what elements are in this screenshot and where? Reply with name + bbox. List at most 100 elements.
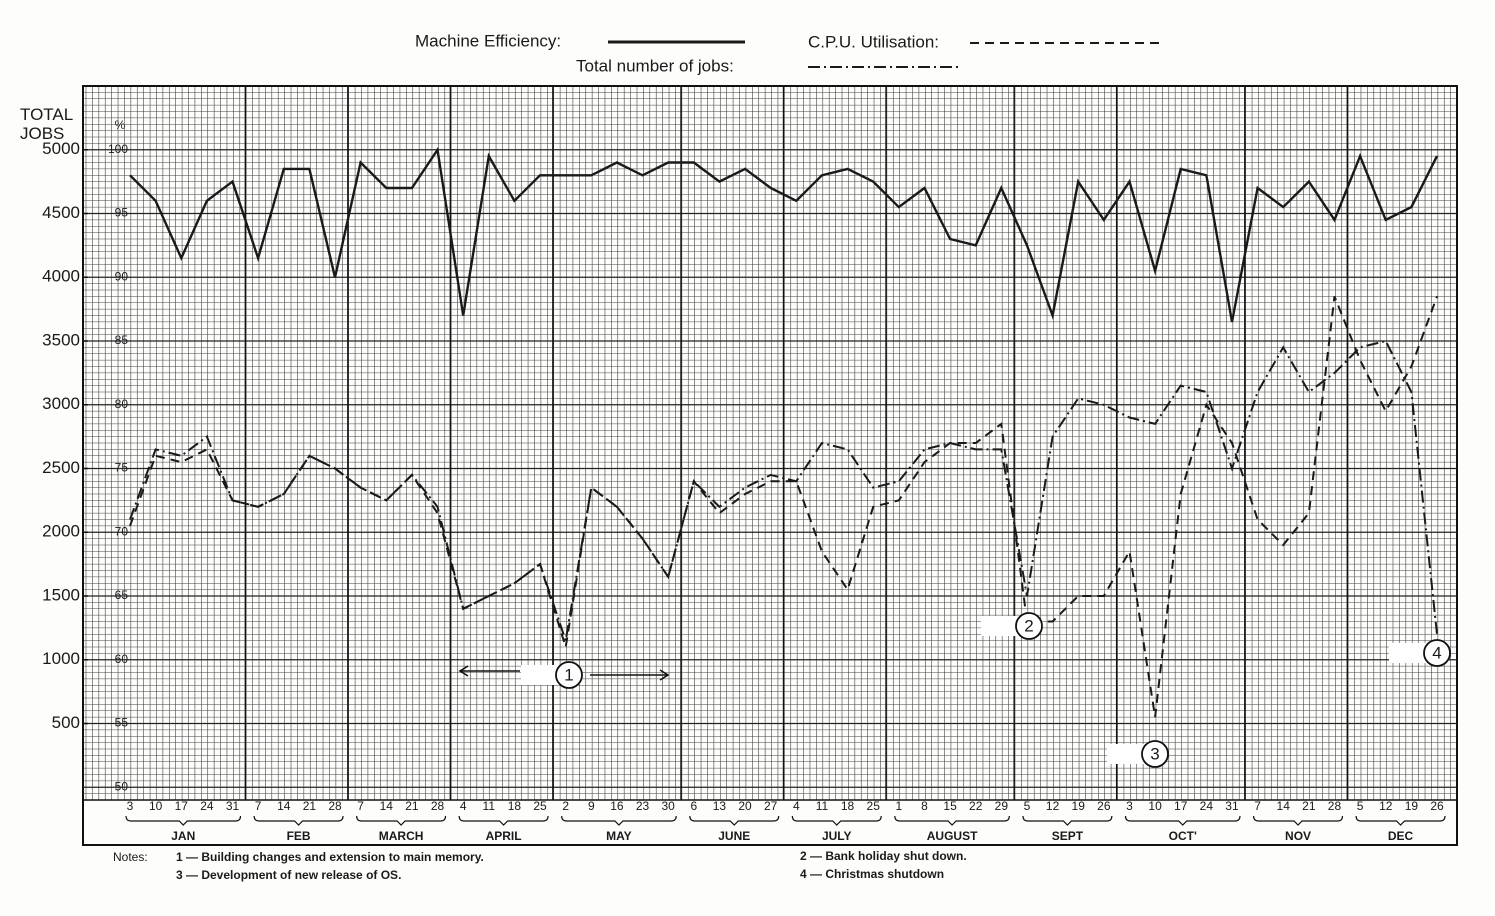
y-tick-label: 100 (108, 142, 128, 156)
x-tick-label: 11 (816, 799, 829, 813)
y-tick-label: 55 (115, 716, 129, 730)
x-tick-label: 7 (1254, 799, 1261, 813)
month-bracket (791, 815, 882, 826)
y-tick-label: 75 (115, 461, 129, 475)
y2-tick-label: 1500 (42, 585, 80, 604)
legend-label: Total number of jobs: (576, 56, 734, 75)
x-tick-label: 14 (380, 799, 394, 813)
x-tick-label: 10 (1148, 799, 1162, 813)
x-tick-label: 3 (1126, 799, 1133, 813)
month-label: AUGUST (927, 829, 978, 843)
annotation-label: 2 (1024, 616, 1033, 635)
x-tick-label: 31 (226, 799, 240, 813)
x-tick-label: 25 (867, 799, 881, 813)
x-tick-label: 14 (1277, 799, 1291, 813)
y-tick-label: 60 (115, 652, 129, 666)
x-tick-label: 15 (943, 799, 957, 813)
x-tick-label: 16 (610, 799, 624, 813)
x-tick-label: 9 (588, 799, 595, 813)
y-tick-label: 90 (115, 269, 129, 283)
x-tick-label: 5 (1357, 799, 1364, 813)
x-tick-label: 18 (508, 799, 522, 813)
month-bracket (561, 815, 677, 826)
x-tick-label: 19 (1405, 799, 1419, 813)
series-line (129, 146, 1439, 323)
y2-tick-label: 3500 (42, 330, 80, 349)
notes-label: Notes: (113, 850, 148, 864)
y2-tick-label: 5000 (42, 139, 80, 158)
y-tick-label: 50 (115, 779, 129, 793)
month-bracket (689, 815, 780, 826)
month-label: APRIL (486, 829, 522, 843)
note: 1 — Building changes and extension to ma… (176, 850, 484, 864)
x-tick-label: 18 (841, 799, 855, 813)
month-label: FEB (287, 829, 311, 843)
x-tick-label: 12 (1046, 799, 1060, 813)
annotation-label: 4 (1432, 643, 1441, 662)
plot-frame (82, 85, 1458, 846)
month-label: JULY (822, 829, 852, 843)
x-tick-label: 4 (460, 799, 467, 813)
month-bracket (125, 815, 242, 826)
y-tick-label: 95 (115, 206, 129, 220)
x-tick-label: 1 (895, 799, 902, 813)
x-tick-label: 30 (661, 799, 675, 813)
annotation-circle (555, 661, 583, 689)
month-bracket (894, 815, 1010, 826)
x-tick-label: 24 (200, 799, 214, 813)
x-tick-label: 27 (764, 799, 778, 813)
series-line (129, 339, 1438, 641)
x-tick-label: 22 (969, 799, 983, 813)
annotation-arrow (458, 665, 670, 681)
annotation-circle (1423, 639, 1451, 667)
x-tick-label: 11 (483, 799, 496, 813)
month-label: SEPT (1052, 829, 1084, 843)
x-tick-label: 7 (255, 799, 262, 813)
x-tick-label: 12 (1379, 799, 1393, 813)
x-tick-label: 23 (636, 799, 650, 813)
y2-tick-label: 2000 (42, 522, 80, 541)
y2-tick-label: 1000 (42, 649, 80, 668)
x-tick-label: 10 (149, 799, 163, 813)
legend-label: Machine Efficiency: (415, 31, 561, 50)
annotation-label: 3 (1150, 744, 1159, 763)
month-label: MAY (606, 829, 632, 843)
annotation-label: 1 (564, 665, 573, 684)
x-tick-label: 3 (127, 799, 134, 813)
note: 2 — Bank holiday shut down. (800, 849, 967, 863)
y2-tick-label: 4500 (42, 203, 80, 222)
month-label: OCT' (1169, 829, 1197, 843)
y-tick-label: 70 (115, 524, 129, 538)
month-label: MARCH (379, 829, 424, 843)
month-bracket (1253, 815, 1344, 826)
note: 4 — Christmas shutdown (800, 867, 944, 881)
x-tick-label: 31 (1225, 799, 1239, 813)
annotation-circle (1141, 740, 1169, 768)
y2-tick-label: 500 (52, 713, 80, 732)
legend-label: C.P.U. Utilisation: (808, 32, 939, 51)
x-tick-label: 14 (277, 799, 291, 813)
month-bracket (1124, 815, 1241, 826)
x-tick-label: 21 (303, 799, 317, 813)
y2-title: TOTAL JOBS (20, 105, 73, 143)
x-tick-label: 17 (175, 799, 189, 813)
x-tick-label: 26 (1097, 799, 1111, 813)
x-tick-label: 2 (562, 799, 569, 813)
month-label: DEC (1388, 829, 1414, 843)
note: 3 — Development of new release of OS. (176, 868, 401, 882)
month-bracket (253, 815, 344, 826)
x-tick-label: 28 (431, 799, 445, 813)
x-tick-label: 17 (1174, 799, 1188, 813)
y2-tick-label: 3000 (42, 394, 80, 413)
y2-tick-label: 4000 (42, 267, 80, 286)
month-bracket (458, 815, 549, 826)
y-title: % (115, 118, 126, 132)
x-tick-label: 21 (1302, 799, 1316, 813)
x-tick-label: 26 (1430, 799, 1444, 813)
y2-tick-label: 2500 (42, 458, 80, 477)
x-tick-label: 25 (533, 799, 547, 813)
y-tick-label: 65 (115, 588, 129, 602)
month-label: JUNE (718, 829, 750, 843)
